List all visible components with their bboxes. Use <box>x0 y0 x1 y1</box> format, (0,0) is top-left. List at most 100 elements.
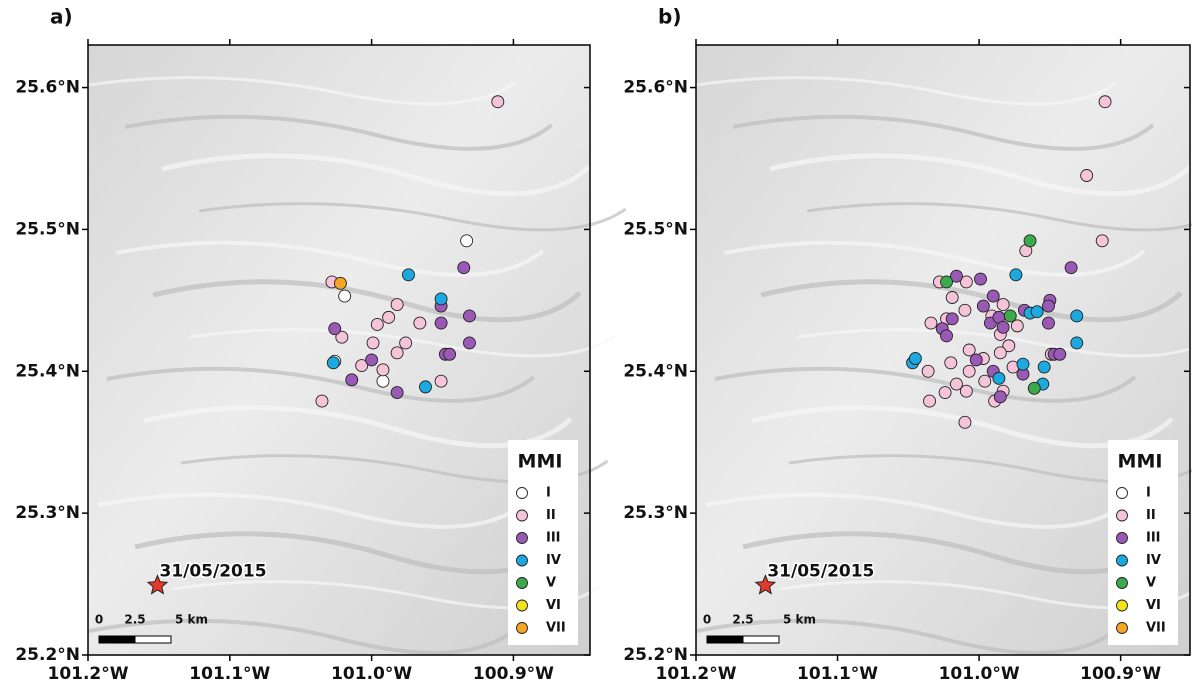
scale-bar-label: 0 <box>703 613 711 627</box>
legend-swatch <box>516 622 528 634</box>
legend-label: IV <box>1146 553 1161 568</box>
mmi-point <box>923 394 937 408</box>
scale-bar-white <box>134 635 172 644</box>
mmi-point <box>1037 360 1051 374</box>
mmi-point <box>1042 316 1055 330</box>
mmi-point <box>390 346 404 360</box>
relief-texture <box>695 76 1117 106</box>
legend-label: III <box>546 531 561 546</box>
mmi-point <box>1053 347 1067 361</box>
legend-label: I <box>1146 486 1151 501</box>
mmi-point <box>365 353 379 367</box>
x-tick-label: 101.0°W <box>939 664 1020 684</box>
x-tick-label: 101.0°W <box>331 664 412 684</box>
mmi-point <box>959 384 973 398</box>
mmi-point <box>443 347 457 361</box>
relief-texture <box>115 240 544 277</box>
plot-frame <box>87 44 591 656</box>
mmi-point <box>978 374 992 388</box>
mmi-point <box>1080 169 1094 182</box>
y-tick-label: 25.4°N <box>15 361 80 381</box>
legend-title: MMI <box>518 451 563 473</box>
mmi-point <box>326 356 340 370</box>
legend-swatch <box>1116 577 1128 589</box>
mmi-point <box>1070 336 1084 350</box>
mmi-point <box>413 316 427 330</box>
legend-label: II <box>1146 508 1156 523</box>
scale-bar-black <box>98 635 136 644</box>
scale-bar-label: 2.5 <box>732 613 753 627</box>
event-label: 31/05/2015 <box>767 561 874 581</box>
scale-bar-label: 5 km <box>175 613 208 627</box>
mmi-point <box>969 353 983 367</box>
y-tick-label: 25.6°N <box>623 78 688 98</box>
relief-texture <box>124 114 553 151</box>
legend-label: VI <box>1146 598 1161 613</box>
mmi-point <box>940 275 953 289</box>
mmi-point <box>962 343 976 357</box>
y-tick-label: 25.2°N <box>15 645 80 665</box>
mmi-point <box>491 95 505 109</box>
y-tick-label: 25.3°N <box>15 503 80 523</box>
mmi-point <box>1095 234 1109 248</box>
mmi-point <box>959 275 973 289</box>
mmi-point <box>1070 309 1084 323</box>
mmi-point <box>949 269 963 283</box>
mmi-point <box>1009 268 1023 282</box>
mmi-point <box>974 272 987 286</box>
mmi-point <box>390 298 404 312</box>
legend-swatch <box>516 599 528 612</box>
relief-texture <box>87 76 516 106</box>
mmi-point <box>1042 299 1055 313</box>
legend-swatch <box>1116 509 1128 522</box>
x-tick-label: 101.1°W <box>797 664 878 684</box>
relief-texture <box>97 492 526 529</box>
relief-texture <box>732 114 1155 151</box>
mmi-point <box>434 292 448 306</box>
relief-texture <box>161 153 591 197</box>
mmi-point <box>986 289 1000 303</box>
mmi-point <box>333 276 347 290</box>
legend-label: V <box>546 576 556 591</box>
scale-bar-black <box>706 635 744 644</box>
y-tick-label: 25.6°N <box>15 78 80 98</box>
legend-swatch <box>516 509 528 522</box>
mmi-point <box>382 310 396 324</box>
mmi-point <box>924 316 938 330</box>
mmi-point <box>949 377 963 391</box>
mmi-point <box>366 336 380 350</box>
legend-swatch <box>516 532 528 544</box>
x-tick-label: 101.1°W <box>189 664 270 684</box>
epicenter-star <box>146 574 169 595</box>
mmi-point <box>338 289 352 303</box>
y-tick-label: 25.2°N <box>623 645 688 665</box>
mmi-point <box>376 374 390 388</box>
mmi-point <box>1027 381 1041 395</box>
x-tick-label: 101.2°W <box>655 664 736 684</box>
mmi-point <box>355 359 369 373</box>
mmi-point <box>345 373 359 387</box>
mmi-point <box>993 390 1007 404</box>
mmi-point <box>434 374 448 388</box>
legend-title: MMI <box>1118 451 1163 473</box>
mmi-point <box>315 394 329 408</box>
mmi-point <box>958 415 972 429</box>
legend-swatch <box>1116 487 1128 499</box>
y-tick-label: 25.3°N <box>623 503 688 523</box>
relief-texture <box>106 366 535 403</box>
mmi-point <box>335 330 349 344</box>
mmi-point <box>390 386 404 400</box>
mmi-point <box>402 268 415 282</box>
mmi-point <box>992 371 1006 385</box>
mmi-point <box>1010 319 1024 333</box>
legend-label: II <box>546 508 556 523</box>
mmi-point <box>370 318 384 331</box>
legend-label: I <box>546 486 551 501</box>
relief-texture <box>198 202 627 232</box>
mmi-point <box>419 380 432 394</box>
legend-label: V <box>1146 576 1156 591</box>
legend-swatch <box>1116 599 1128 612</box>
legend-swatch <box>1116 554 1128 567</box>
legend-label: VII <box>1146 621 1166 636</box>
